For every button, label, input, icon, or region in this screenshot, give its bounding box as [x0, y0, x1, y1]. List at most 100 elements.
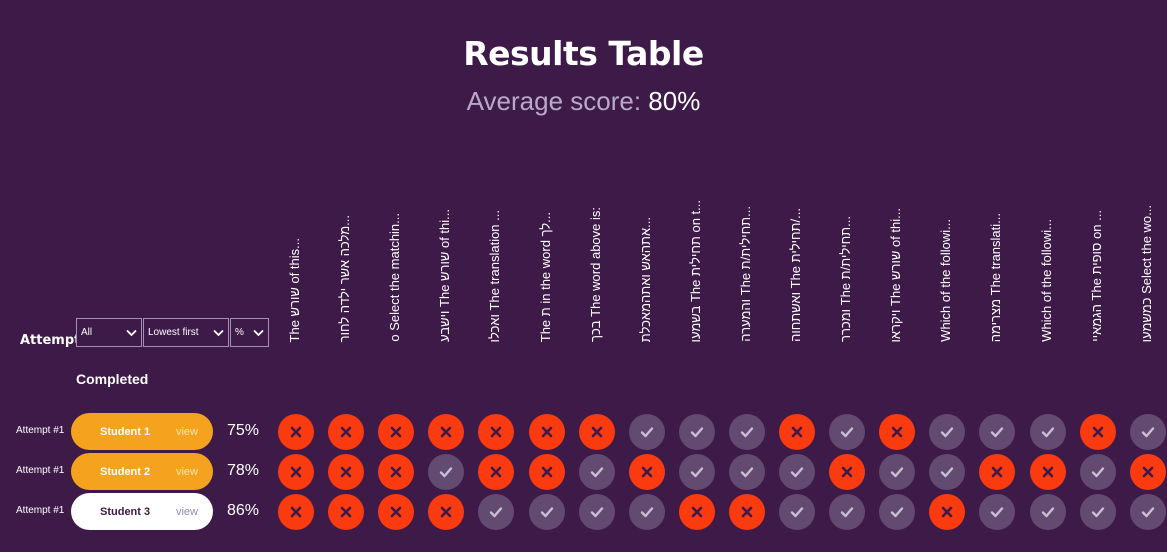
- student-pill[interactable]: Student 1 view: [71, 413, 213, 450]
- wrong-answer-mark[interactable]: [629, 454, 665, 490]
- wrong-answer-mark[interactable]: [278, 454, 314, 490]
- question-header[interactable]: הגמאיי The סופית on ...: [1080, 182, 1114, 342]
- question-header[interactable]: o Select the matchin...: [378, 182, 412, 342]
- right-answer-mark[interactable]: [1030, 494, 1066, 530]
- question-header[interactable]: אתהאש ואתהמאכלת...: [629, 182, 663, 342]
- check-icon: [590, 505, 604, 519]
- question-header[interactable]: וישבע The שורש of thi...: [428, 182, 462, 342]
- check-icon: [840, 425, 854, 439]
- right-answer-mark[interactable]: [529, 494, 565, 530]
- right-answer-mark[interactable]: [729, 454, 765, 490]
- question-header[interactable]: בכך The word above is:: [579, 182, 613, 342]
- view-link[interactable]: view: [175, 425, 198, 438]
- wrong-answer-mark[interactable]: [879, 414, 915, 450]
- attempt-number: Attempt #1: [16, 425, 65, 436]
- question-header[interactable]: מלכה אשר ילדה לחור...: [328, 182, 362, 342]
- question-header-label: בכך The word above is:: [588, 207, 603, 342]
- wrong-answer-mark[interactable]: [478, 414, 514, 450]
- question-header[interactable]: ואכלו The translation ...: [478, 182, 512, 342]
- wrong-answer-mark[interactable]: [1080, 414, 1116, 450]
- question-header[interactable]: The שורש of this...: [278, 182, 312, 342]
- check-icon: [690, 465, 704, 479]
- wrong-answer-mark[interactable]: [378, 454, 414, 490]
- right-answer-mark[interactable]: [629, 494, 665, 530]
- x-icon: [690, 505, 704, 519]
- right-answer-mark[interactable]: [1030, 414, 1066, 450]
- wrong-answer-mark[interactable]: [979, 454, 1015, 490]
- order-select[interactable]: Lowest first: [143, 318, 229, 347]
- question-header-label: The שורש of this...: [287, 237, 302, 342]
- question-header[interactable]: ומכרר The תחילית/ת...: [829, 182, 863, 342]
- wrong-answer-mark[interactable]: [428, 414, 464, 450]
- right-answer-mark[interactable]: [779, 494, 815, 530]
- order-select-value: Lowest first: [148, 327, 199, 338]
- right-answer-mark[interactable]: [1080, 494, 1116, 530]
- question-header-label: ומכרר The תחילית/ת...: [838, 216, 853, 342]
- question-header[interactable]: בשמעו The תחילית on t...: [679, 182, 713, 342]
- wrong-answer-mark[interactable]: [378, 494, 414, 530]
- student-pill[interactable]: Student 3 view: [71, 493, 213, 530]
- question-header-label: Which of the followi...: [1039, 219, 1054, 342]
- right-answer-mark[interactable]: [478, 494, 514, 530]
- question-header[interactable]: והמערה The תחילית/ת...: [729, 182, 763, 342]
- right-answer-mark[interactable]: [1130, 494, 1166, 530]
- right-answer-mark[interactable]: [629, 414, 665, 450]
- wrong-answer-mark[interactable]: [729, 494, 765, 530]
- right-answer-mark[interactable]: [579, 494, 615, 530]
- x-icon: [990, 465, 1004, 479]
- wrong-answer-mark[interactable]: [829, 454, 865, 490]
- x-icon: [389, 425, 403, 439]
- check-icon: [890, 465, 904, 479]
- wrong-answer-mark[interactable]: [1130, 454, 1166, 490]
- attempt-select[interactable]: All: [76, 318, 142, 347]
- wrong-answer-mark[interactable]: [278, 414, 314, 450]
- average-score-value: 80%: [648, 86, 701, 116]
- right-answer-mark[interactable]: [979, 414, 1015, 450]
- right-answer-mark[interactable]: [979, 494, 1015, 530]
- student-pill[interactable]: Student 2 view: [71, 453, 213, 490]
- right-answer-mark[interactable]: [879, 454, 915, 490]
- wrong-answer-mark[interactable]: [529, 454, 565, 490]
- check-icon: [740, 425, 754, 439]
- wrong-answer-mark[interactable]: [278, 494, 314, 530]
- view-link[interactable]: view: [175, 465, 198, 478]
- wrong-answer-mark[interactable]: [478, 454, 514, 490]
- question-header[interactable]: Which of the followi...: [1030, 182, 1064, 342]
- question-header[interactable]: Which of the followi...: [929, 182, 963, 342]
- right-answer-mark[interactable]: [579, 454, 615, 490]
- question-header[interactable]: כמשמעו Select the wo...: [1130, 182, 1164, 342]
- wrong-answer-mark[interactable]: [1030, 454, 1066, 490]
- wrong-answer-mark[interactable]: [929, 494, 965, 530]
- check-icon: [439, 465, 453, 479]
- question-header[interactable]: ויקראו The שורש of thi...: [879, 182, 913, 342]
- right-answer-mark[interactable]: [829, 494, 865, 530]
- wrong-answer-mark[interactable]: [779, 414, 815, 450]
- wrong-answer-mark[interactable]: [378, 414, 414, 450]
- question-header-label: ואשתחוה The תחילית/...: [788, 208, 803, 342]
- question-header[interactable]: מצרימה The translati...: [979, 182, 1013, 342]
- wrong-answer-mark[interactable]: [328, 454, 364, 490]
- right-answer-mark[interactable]: [679, 414, 715, 450]
- question-header-label: כמשמעו Select the wo...: [1139, 204, 1154, 342]
- right-answer-mark[interactable]: [729, 414, 765, 450]
- right-answer-mark[interactable]: [929, 454, 965, 490]
- wrong-answer-mark[interactable]: [679, 494, 715, 530]
- wrong-answer-mark[interactable]: [328, 414, 364, 450]
- right-answer-mark[interactable]: [1130, 414, 1166, 450]
- wrong-answer-mark[interactable]: [579, 414, 615, 450]
- right-answer-mark[interactable]: [1080, 454, 1116, 490]
- right-answer-mark[interactable]: [679, 454, 715, 490]
- unit-select[interactable]: %: [230, 318, 269, 347]
- question-header-label: ואכלו The translation ...: [487, 209, 502, 342]
- right-answer-mark[interactable]: [779, 454, 815, 490]
- right-answer-mark[interactable]: [829, 414, 865, 450]
- wrong-answer-mark[interactable]: [529, 414, 565, 450]
- right-answer-mark[interactable]: [879, 494, 915, 530]
- view-link[interactable]: view: [175, 505, 198, 518]
- wrong-answer-mark[interactable]: [428, 494, 464, 530]
- right-answer-mark[interactable]: [929, 414, 965, 450]
- question-header[interactable]: ואשתחוה The תחילית/...: [779, 182, 813, 342]
- wrong-answer-mark[interactable]: [328, 494, 364, 530]
- question-header[interactable]: The ת in the word לך...: [529, 182, 563, 342]
- right-answer-mark[interactable]: [428, 454, 464, 490]
